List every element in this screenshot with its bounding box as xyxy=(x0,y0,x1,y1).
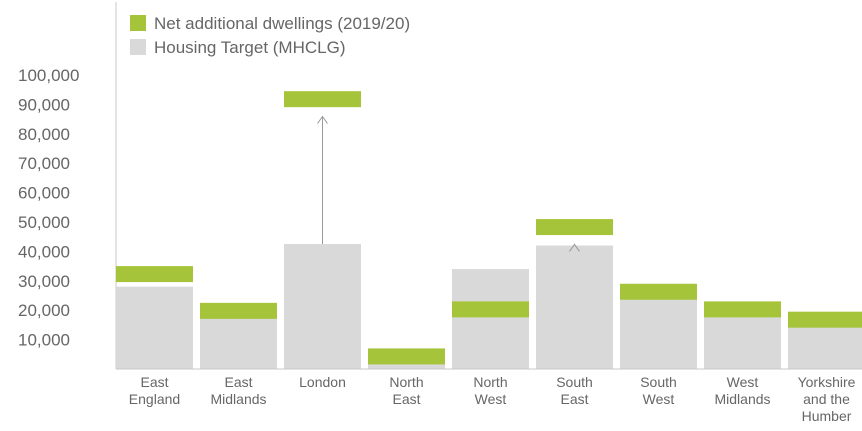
target-bar xyxy=(620,292,697,369)
y-axis: 10,000 20,000 30,000 40,000 50,000 60,000 70,0… xyxy=(18,2,117,369)
legend-label-1: Housing Target (MHCLG) xyxy=(154,38,345,57)
x-category-label: Midlands xyxy=(714,391,770,407)
y-tick-label: 80,000 xyxy=(18,125,70,144)
net-dwellings-marker xyxy=(452,301,529,318)
legend-swatch-0 xyxy=(130,15,146,31)
x-category-label: North xyxy=(473,374,507,390)
y-tick-label: 60,000 xyxy=(18,184,70,203)
y-tick-label: 90,000 xyxy=(18,95,70,114)
increase-arrow-head xyxy=(317,115,328,124)
x-category-label: South xyxy=(556,374,593,390)
y-tick-label: 20,000 xyxy=(18,301,70,320)
net-dwellings-marker xyxy=(704,301,781,318)
net-dwellings-marker xyxy=(368,348,445,365)
x-category-label: East xyxy=(392,391,420,407)
legend-swatch-1 xyxy=(130,39,146,55)
x-category-label: and the xyxy=(803,391,850,407)
arrows xyxy=(317,115,580,252)
x-category-label: London xyxy=(299,374,346,390)
y-tick-label: 100,000 xyxy=(18,66,79,85)
increase-arrow-head xyxy=(569,243,580,252)
x-category-label: East xyxy=(560,391,588,407)
net-dwellings-marker xyxy=(788,311,862,328)
legend-label-0: Net additional dwellings (2019/20) xyxy=(154,14,410,33)
y-tick-label: 50,000 xyxy=(18,213,70,232)
x-category-label: West xyxy=(727,374,759,390)
x-category-label: Midlands xyxy=(210,391,266,407)
target-bar xyxy=(536,245,613,369)
x-category-label: Yorkshire xyxy=(798,374,856,390)
y-tick-label: 10,000 xyxy=(18,331,70,350)
y-tick-label: 30,000 xyxy=(18,272,70,291)
target-bar xyxy=(284,244,361,369)
x-category-label: North xyxy=(389,374,423,390)
x-category-label: Humber xyxy=(802,408,852,424)
target-bar xyxy=(116,286,193,369)
x-category-label: South xyxy=(640,374,677,390)
net-dwellings-marker xyxy=(536,219,613,236)
target-bar xyxy=(704,310,781,369)
target-bar xyxy=(200,311,277,369)
x-category-label: England xyxy=(129,391,180,407)
x-category-label: West xyxy=(475,391,507,407)
net-dwellings-marker xyxy=(620,283,697,300)
net-dwellings-marker xyxy=(200,302,277,319)
y-tick-label: 70,000 xyxy=(18,154,70,173)
x-category-label: East xyxy=(224,374,252,390)
x-category-label: East xyxy=(140,374,168,390)
net-dwellings-marker xyxy=(116,266,193,283)
target-bar xyxy=(452,269,529,369)
x-category-label: West xyxy=(643,391,675,407)
net-dwellings-marker xyxy=(284,91,361,108)
bars xyxy=(116,91,862,369)
y-tick-label: 40,000 xyxy=(18,242,70,261)
legend: Net additional dwellings (2019/20) Housin… xyxy=(130,14,410,57)
